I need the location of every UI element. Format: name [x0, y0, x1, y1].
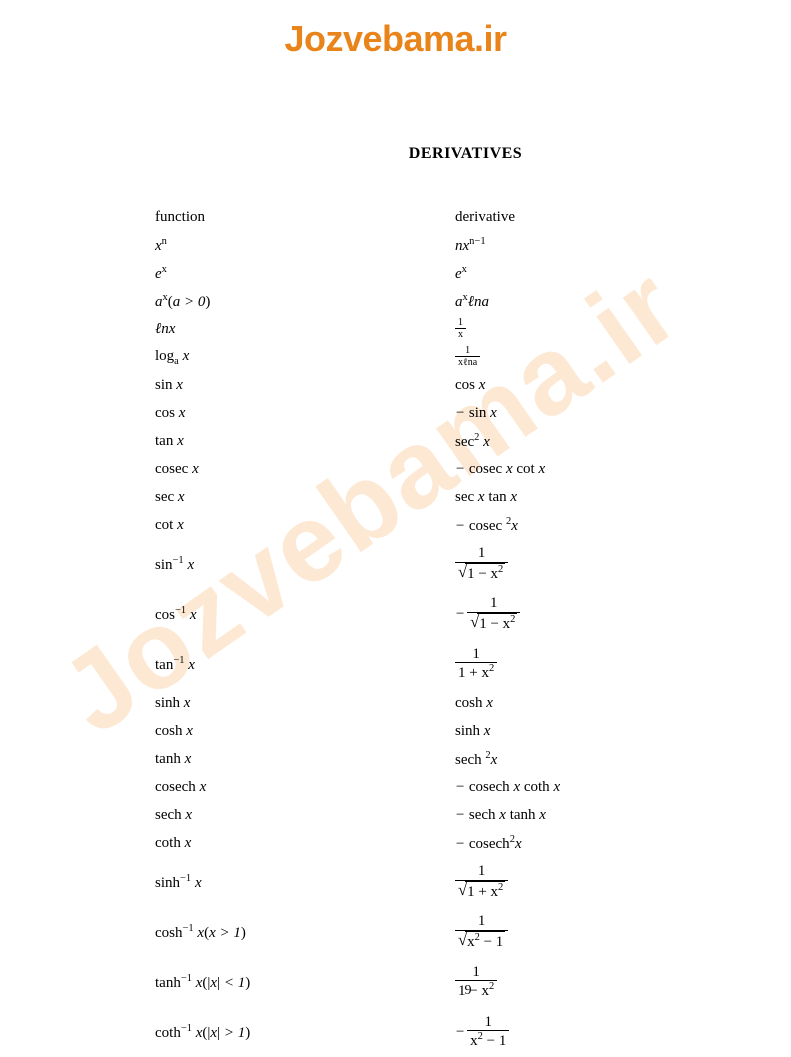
function-cell: sinh−1 x — [155, 873, 455, 892]
derivatives-table: function derivative xnnxn−1exexax(a > 0)… — [155, 203, 791, 1057]
derivative-cell: −11 − x2 — [455, 595, 520, 633]
derivative-cell: cosh x — [455, 695, 493, 712]
derivative-cell: 11 + x2 — [455, 646, 497, 683]
header-function: function — [155, 209, 455, 226]
document-content: DERIVATIVES function derivative xnnxn−1e… — [0, 145, 791, 1057]
derivative-cell: − cosec 2x — [455, 516, 518, 535]
table-row: coth−1 x(|x| > 1)−1x2 − 1 — [155, 1007, 791, 1057]
table-row: xnnxn−1 — [155, 231, 791, 259]
table-row: ℓnx1x — [155, 315, 791, 343]
function-cell: cosh−1 x(x > 1) — [155, 923, 455, 942]
derivative-cell: ex — [455, 264, 467, 283]
table-row: sin−1 x11 − x2 — [155, 539, 791, 589]
derivative-cell: − cosech x coth x — [455, 779, 560, 796]
derivative-cell: 1x — [455, 317, 466, 341]
function-cell: xn — [155, 236, 455, 255]
derivative-cell: 1x2 − 1 — [455, 913, 508, 951]
header-derivative: derivative — [455, 209, 515, 226]
function-cell: cos x — [155, 405, 455, 422]
table-row: ax(a > 0)axℓna — [155, 287, 791, 315]
derivative-cell: sech 2x — [455, 750, 497, 769]
table-row: cos−1 x−11 − x2 — [155, 589, 791, 639]
derivative-cell: 11 − x2 — [455, 545, 508, 583]
derivative-cell: −1x2 − 1 — [455, 1014, 509, 1051]
function-cell: coth−1 x(|x| > 1) — [155, 1023, 455, 1042]
table-row: tanh−1 x(|x| < 1)11 − x2 — [155, 957, 791, 1007]
derivative-cell: 11 + x2 — [455, 863, 508, 901]
table-row: cot x− cosec 2x — [155, 511, 791, 539]
table-row: sinh−1 x11 + x2 — [155, 857, 791, 907]
derivative-cell: − sech x tanh x — [455, 807, 546, 824]
function-cell: tan x — [155, 433, 455, 450]
brand-header: Jozvebama.ir — [0, 18, 791, 60]
function-cell: sec x — [155, 489, 455, 506]
function-cell: coth x — [155, 835, 455, 852]
table-row: tan xsec2 x — [155, 427, 791, 455]
derivative-cell: − sin x — [455, 405, 497, 422]
function-cell: sech x — [155, 807, 455, 824]
derivative-cell: sinh x — [455, 723, 490, 740]
function-cell: tanh x — [155, 751, 455, 768]
function-cell: ax(a > 0) — [155, 292, 455, 311]
function-cell: loga x — [155, 348, 455, 367]
table-row: coth x− cosech2x — [155, 829, 791, 857]
function-cell: tan−1 x — [155, 655, 455, 674]
function-cell: sinh x — [155, 695, 455, 712]
table-row: tan−1 x11 + x2 — [155, 639, 791, 689]
function-cell: cos−1 x — [155, 605, 455, 624]
function-cell: sin−1 x — [155, 555, 455, 574]
table-row: cosh xsinh x — [155, 717, 791, 745]
table-row: exex — [155, 259, 791, 287]
derivative-cell: sec x tan x — [455, 489, 517, 506]
derivative-cell: 1xℓna — [455, 345, 480, 369]
derivative-cell: − cosech2x — [455, 834, 522, 853]
table-row: loga x1xℓna — [155, 343, 791, 371]
table-row: sin xcos x — [155, 371, 791, 399]
function-cell: ex — [155, 264, 455, 283]
table-header-row: function derivative — [155, 203, 791, 231]
derivative-cell: sec2 x — [455, 432, 490, 451]
derivative-cell: − cosec x cot x — [455, 461, 545, 478]
function-cell: cosh x — [155, 723, 455, 740]
page-number: 9 — [0, 983, 791, 999]
table-row: sinh xcosh x — [155, 689, 791, 717]
table-row: tanh xsech 2x — [155, 745, 791, 773]
function-cell: cot x — [155, 517, 455, 534]
table-row: cosh−1 x(x > 1)1x2 − 1 — [155, 907, 791, 957]
table-row: sec xsec x tan x — [155, 483, 791, 511]
function-cell: cosech x — [155, 779, 455, 796]
derivative-cell: nxn−1 — [455, 236, 486, 255]
page-title: DERIVATIVES — [0, 145, 791, 163]
table-row: sech x− sech x tanh x — [155, 801, 791, 829]
derivative-cell: axℓna — [455, 292, 489, 311]
table-row: cos x− sin x — [155, 399, 791, 427]
derivative-cell: cos x — [455, 377, 485, 394]
function-cell: cosec x — [155, 461, 455, 478]
table-row: cosec x− cosec x cot x — [155, 455, 791, 483]
function-cell: sin x — [155, 377, 455, 394]
function-cell: ℓnx — [155, 321, 455, 338]
table-row: cosech x− cosech x coth x — [155, 773, 791, 801]
